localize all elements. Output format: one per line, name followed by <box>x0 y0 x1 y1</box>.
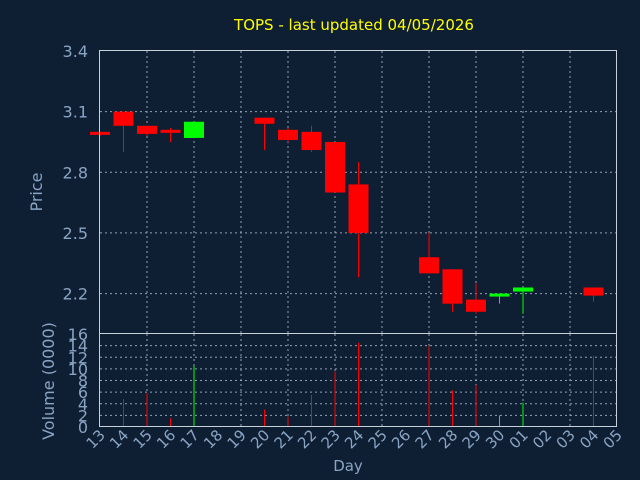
candle-body <box>254 117 275 124</box>
volume-axis-label: Volume (0000) <box>39 322 58 440</box>
price-tick-label: 2.2 <box>63 285 88 304</box>
candle-body <box>137 125 157 134</box>
candle-body <box>278 129 298 140</box>
candle-body <box>419 257 439 274</box>
volume-tick-label: 10 <box>68 360 88 379</box>
candle-body <box>160 129 181 133</box>
volume-tick-label: 4 <box>78 395 88 414</box>
x-axis-label: Day <box>333 457 363 475</box>
volume-tick-label: 2 <box>78 406 88 425</box>
candle-body <box>489 293 510 297</box>
volume-tick-label: 8 <box>78 372 88 391</box>
candle-body <box>113 111 134 126</box>
volume-tick-label: 6 <box>78 383 88 402</box>
candle-body <box>325 141 345 193</box>
candle-body <box>442 269 463 304</box>
candle-body <box>513 287 533 292</box>
candle-body <box>466 299 486 312</box>
volume-panel-frame <box>99 333 617 427</box>
candle-body <box>301 131 322 151</box>
candle-body <box>583 287 604 296</box>
price-tick-label: 2.5 <box>63 224 88 243</box>
volume-tick-label: 0 <box>78 418 88 437</box>
chart-title: TOPS - last updated 04/05/2026 <box>233 16 474 34</box>
price-tick-label: 3.1 <box>63 103 88 122</box>
price-axis-label: Price <box>27 172 46 211</box>
volume-tick-label: 16 <box>68 325 88 344</box>
volume-tick-label: 12 <box>68 348 88 367</box>
price-tick-label: 3.4 <box>63 42 88 61</box>
volume-tick-label: 14 <box>68 337 88 356</box>
candle-body <box>184 121 204 138</box>
price-tick-label: 2.8 <box>63 163 88 182</box>
candle-body <box>348 184 369 233</box>
